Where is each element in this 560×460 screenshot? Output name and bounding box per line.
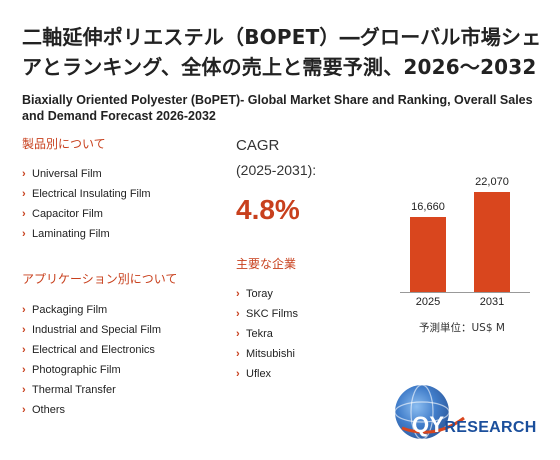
chart-bar-2031 xyxy=(474,192,510,292)
chart-bar-2025 xyxy=(410,217,446,292)
chevron-right-icon: › xyxy=(22,228,26,240)
chart-baseline xyxy=(400,292,530,293)
list-item: › Universal Film xyxy=(22,164,151,184)
chevron-right-icon: › xyxy=(22,168,26,180)
list-item: › Electrical Insulating Film xyxy=(22,184,151,204)
product-list: › Universal Film › Electrical Insulating F… xyxy=(22,164,151,244)
list-item: › Industrial and Special Film xyxy=(22,320,161,340)
chevron-right-icon: › xyxy=(22,384,26,396)
chevron-right-icon: › xyxy=(22,208,26,220)
qyresearch-logo xyxy=(394,384,465,440)
list-item: › Uflex xyxy=(236,364,298,384)
list-item: › Others xyxy=(22,400,161,420)
logo-text: QYRESEARCH xyxy=(412,412,537,437)
chart-data-label: 16,660 xyxy=(411,201,445,213)
chevron-right-icon: › xyxy=(22,364,26,376)
players-list: › Toray › SKC Films › Tekra › Mitsubishi › Uf… xyxy=(236,284,298,384)
chevron-right-icon: › xyxy=(22,188,26,200)
list-item: › Laminating Film xyxy=(22,224,151,244)
cagr-label: CAGR xyxy=(236,137,280,154)
chevron-right-icon: › xyxy=(236,368,240,380)
chart-category-label: 2031 xyxy=(479,296,505,308)
page-title-english: Biaxially Oriented Polyester (BoPET)- Gl… xyxy=(22,93,533,123)
chevron-right-icon: › xyxy=(236,308,240,320)
application-list: › Packaging Film › Industrial and Special … xyxy=(22,300,161,420)
chevron-right-icon: › xyxy=(236,288,240,300)
list-item: › Toray xyxy=(236,284,298,304)
chart-data-label: 22,070 xyxy=(475,176,509,188)
list-item: › Mitsubishi xyxy=(236,344,298,364)
chevron-right-icon: › xyxy=(22,404,26,416)
chevron-right-icon: › xyxy=(22,324,26,336)
chart-unit-label: 予測単位：US$ M xyxy=(419,322,505,334)
list-item: › Capacitor Film xyxy=(22,204,151,224)
cagr-value: 4.8% xyxy=(236,194,300,225)
list-item: › Photographic Film xyxy=(22,360,161,380)
chevron-right-icon: › xyxy=(22,344,26,356)
list-item: › Thermal Transfer xyxy=(22,380,161,400)
product-section-heading: 製品別について xyxy=(22,137,106,151)
page-title-japanese: 二軸延伸ポリエステル（BOPET）―グローバル市場シェアとランキング、全体の売上… xyxy=(22,25,542,79)
chevron-right-icon: › xyxy=(236,328,240,340)
players-section-heading: 主要な企業 xyxy=(236,257,297,271)
list-item: › SKC Films xyxy=(236,304,298,324)
list-item: › Electrical and Electronics xyxy=(22,340,161,360)
list-item: › Packaging Film xyxy=(22,300,161,320)
chart-category-label: 2025 xyxy=(415,296,441,308)
chevron-right-icon: › xyxy=(22,304,26,316)
chevron-right-icon: › xyxy=(236,348,240,360)
cagr-period: (2025-2031): xyxy=(236,162,317,178)
application-section-heading: アプリケーション別について xyxy=(22,272,178,286)
list-item: › Tekra xyxy=(236,324,298,344)
